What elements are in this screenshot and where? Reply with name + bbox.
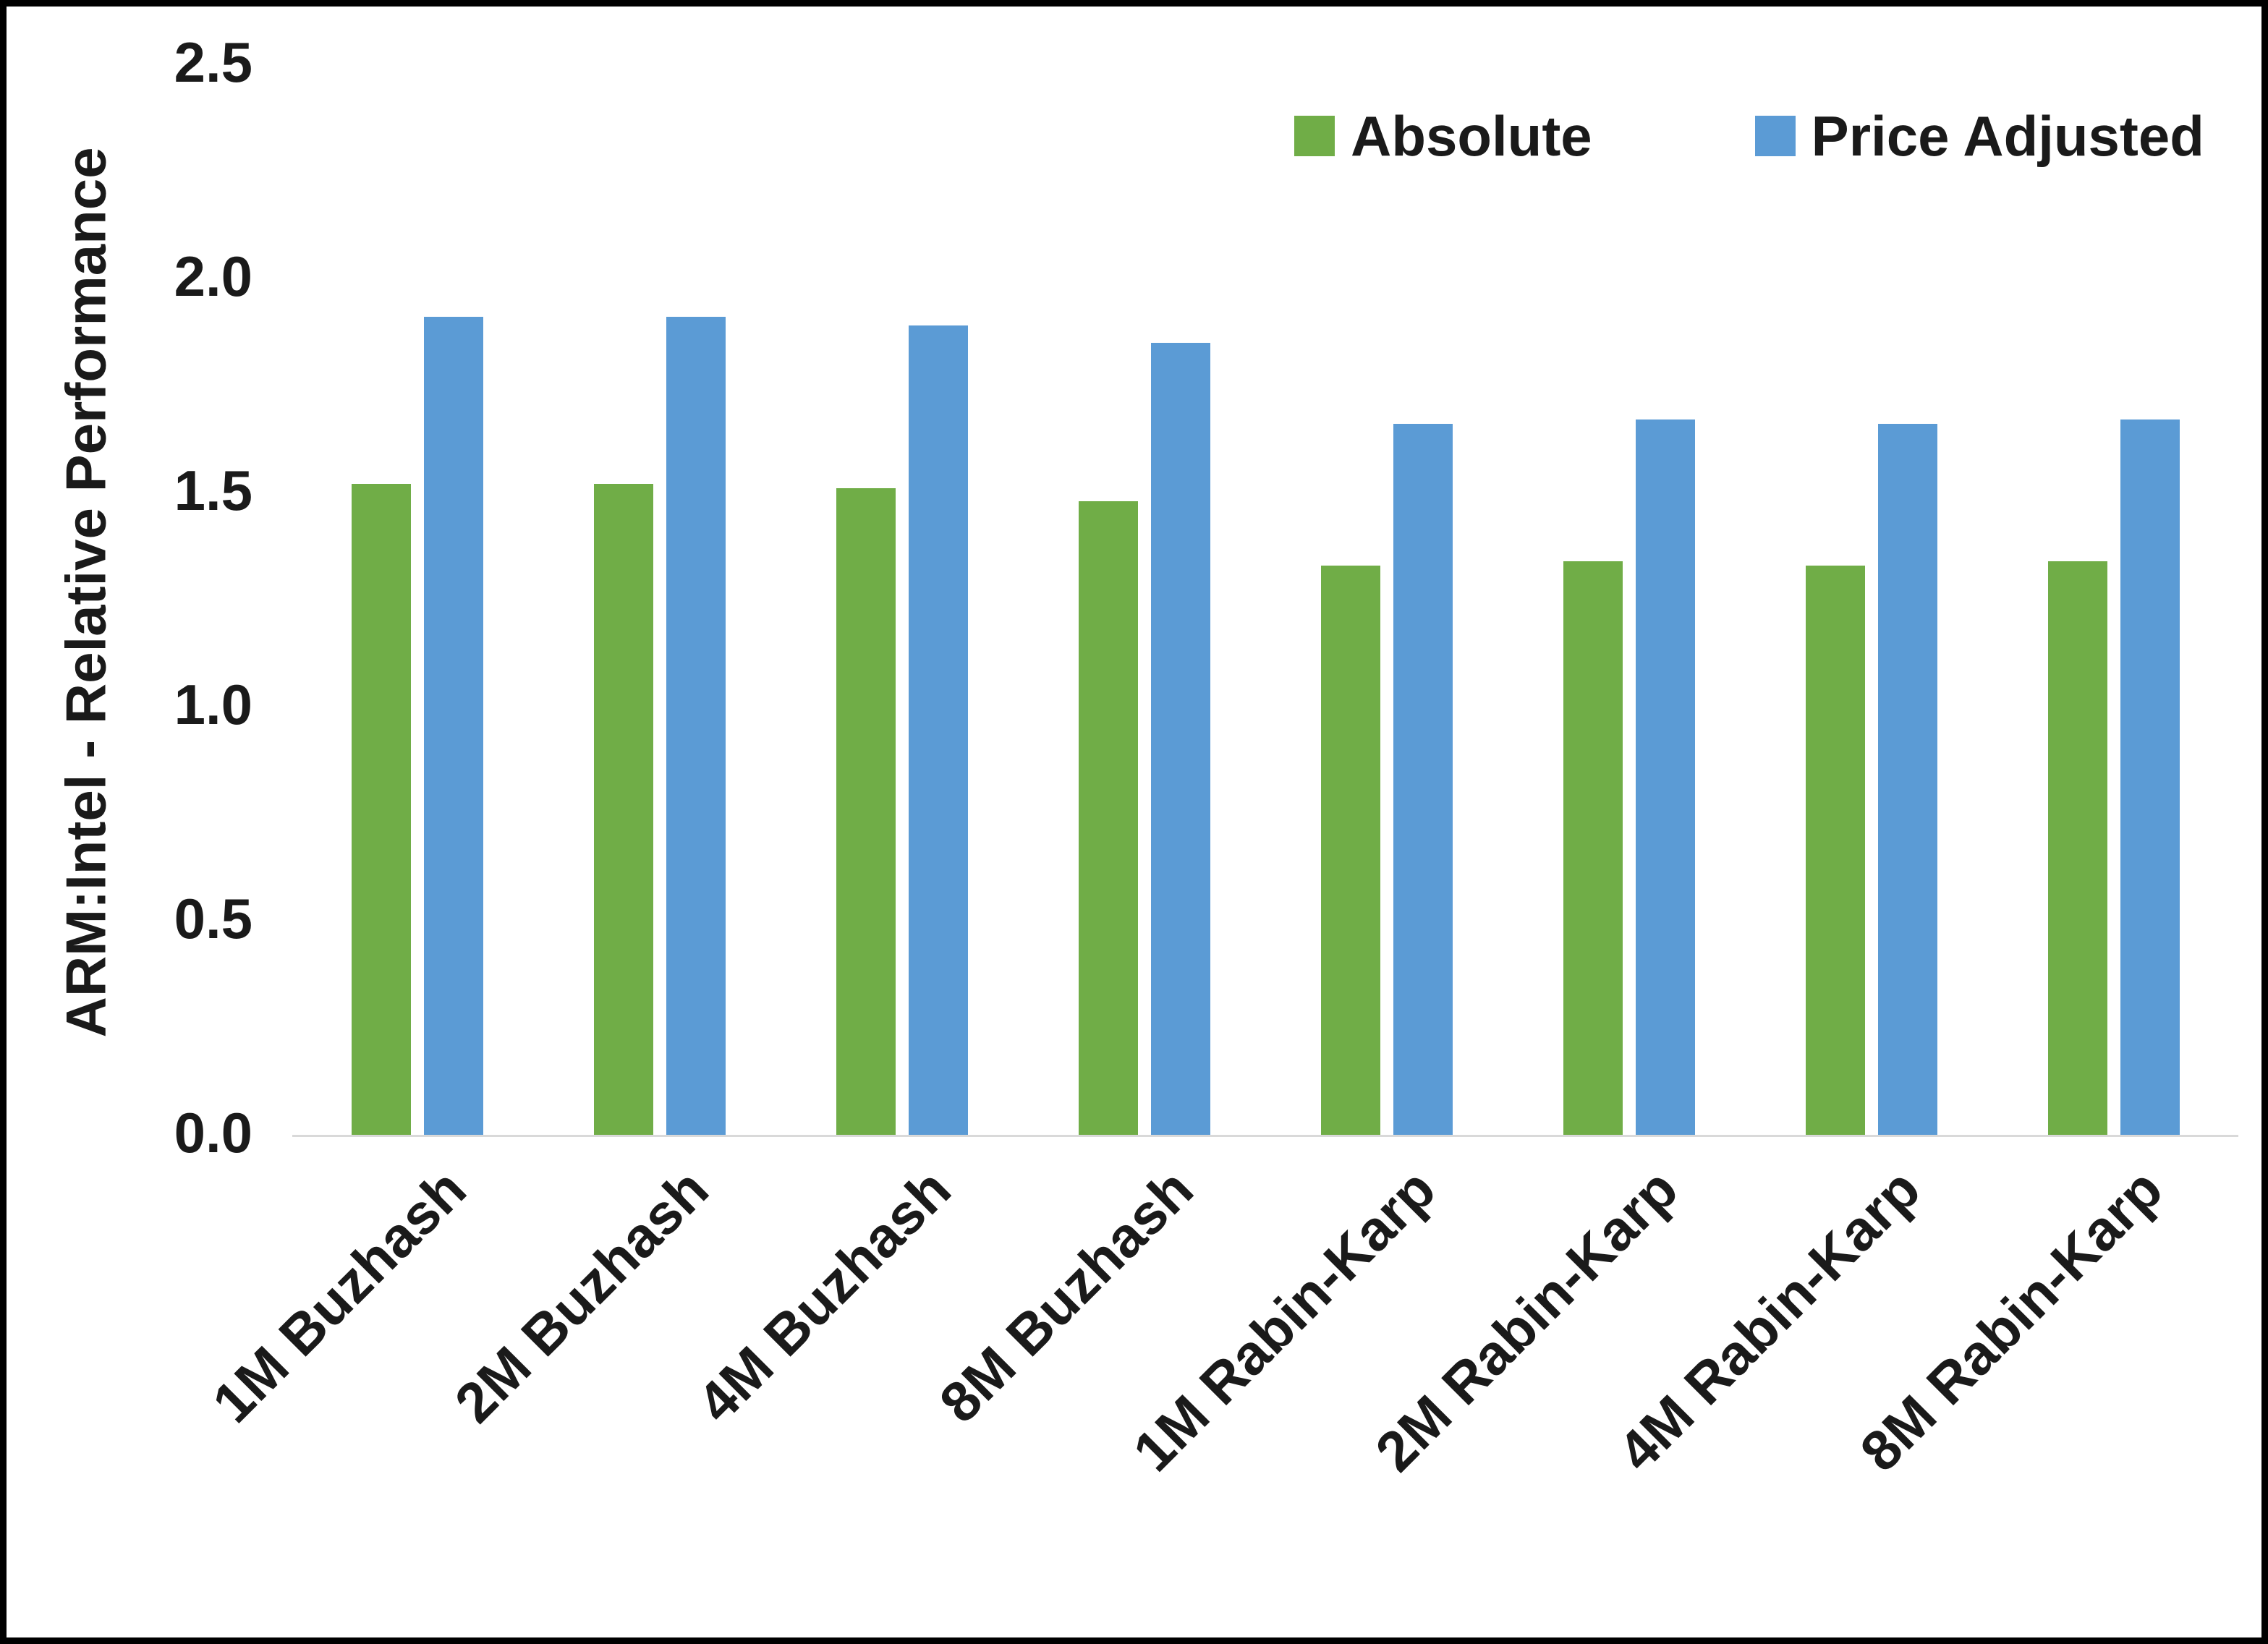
legend-swatch: [1294, 116, 1335, 156]
x-category-label: 2M Buzhash: [442, 1157, 721, 1435]
legend-label: Absolute: [1351, 104, 1592, 168]
bars-layer: [296, 64, 2235, 1135]
bar-absolute: [1563, 561, 1623, 1135]
bar-group: [593, 317, 726, 1135]
legend-item: Absolute: [1294, 108, 1592, 164]
bar-price-adjusted: [666, 317, 726, 1135]
x-category-label: 4M Buzhash: [684, 1157, 963, 1435]
y-tick-label: 0.5: [174, 886, 252, 950]
bar-price-adjusted: [1635, 419, 1695, 1135]
bar-price-adjusted: [2120, 419, 2180, 1135]
bar-absolute: [1078, 501, 1138, 1135]
bar-absolute: [1320, 565, 1380, 1135]
y-tick-label: 2.5: [174, 30, 252, 94]
bar-price-adjusted: [1150, 342, 1210, 1135]
legend: Absolute Price Adjusted: [1294, 108, 2204, 164]
y-tick-label: 0.0: [174, 1100, 252, 1164]
bar-group: [836, 325, 968, 1135]
legend-item: Price Adjusted: [1754, 104, 2204, 168]
x-category-label: 8M Buzhash: [927, 1157, 1205, 1435]
bar-group: [1320, 424, 1453, 1135]
bar-group: [2047, 419, 2180, 1135]
bar-price-adjusted: [1393, 424, 1453, 1135]
y-tick-label: 1.0: [174, 672, 252, 736]
bar-absolute: [836, 488, 896, 1135]
bar-absolute: [593, 484, 653, 1135]
bar-group: [1805, 424, 1937, 1135]
x-category-label: 1M Buzhash: [200, 1157, 478, 1435]
bar-price-adjusted: [1877, 424, 1937, 1135]
x-axis-baseline: [292, 1135, 2238, 1137]
legend-swatch: [1754, 116, 1796, 156]
bar-absolute: [1805, 565, 1865, 1135]
bar-group: [1078, 342, 1210, 1135]
bar-price-adjusted: [423, 317, 483, 1135]
y-tick-label: 2.0: [174, 244, 252, 308]
y-tick-label: 1.5: [174, 458, 252, 522]
bar-absolute: [2047, 561, 2107, 1135]
legend-label: Price Adjusted: [1811, 104, 2204, 168]
bar-group: [1563, 419, 1695, 1135]
bar-price-adjusted: [908, 325, 968, 1135]
bar-group: [351, 317, 483, 1135]
bar-absolute: [351, 484, 411, 1135]
